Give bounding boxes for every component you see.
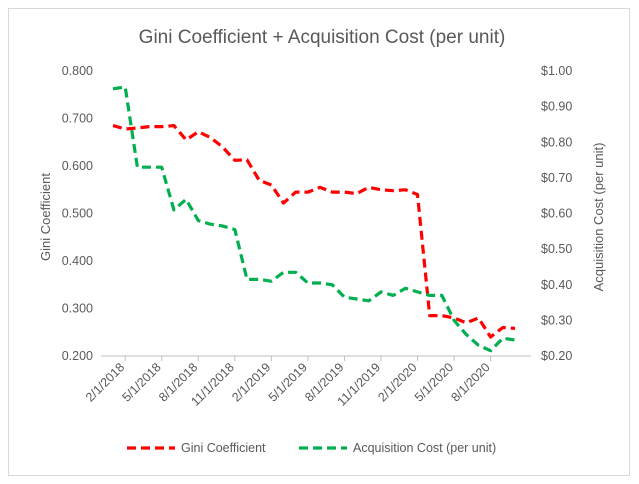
x-tick-label: 5/1/2020	[412, 360, 456, 404]
left-axis-title: Gini Coefficient	[38, 173, 53, 261]
chart-title: Gini Coefficient + Acquisition Cost (per…	[139, 27, 506, 48]
gini-coefficient-line	[112, 123, 516, 339]
right-y-tick-label: $1.00	[541, 64, 572, 78]
legend-label: Gini Coefficient	[181, 441, 266, 455]
chart-svg: Gini Coefficient + Acquisition Cost (per…	[38, 27, 606, 455]
right-y-tick-label: $0.40	[541, 278, 572, 292]
left-y-tick-label: 0.800	[62, 64, 93, 78]
x-tick-label: 5/1/2019	[266, 360, 310, 404]
left-y-tick-label: 0.300	[62, 302, 93, 316]
right-y-tick-label: $0.80	[541, 135, 572, 149]
chart-frame: Gini Coefficient + Acquisition Cost (per…	[8, 8, 630, 476]
right-axis-title: Acquisition Cost (per unit)	[591, 143, 606, 292]
left-y-tick-label: 0.700	[62, 112, 93, 126]
left-y-tick-label: 0.500	[62, 207, 93, 221]
right-y-tick-label: $0.50	[541, 242, 572, 256]
right-y-tick-label: $0.30	[541, 313, 572, 327]
right-y-tick-label: $0.60	[541, 207, 572, 221]
right-y-tick-label: $0.20	[541, 349, 572, 363]
left-y-tick-label: 0.200	[62, 349, 93, 363]
right-y-tick-label: $0.70	[541, 171, 572, 185]
left-y-tick-label: 0.600	[62, 159, 93, 173]
legend-label: Acquisition Cost (per unit)	[353, 441, 496, 455]
right-y-tick-label: $0.90	[541, 100, 572, 114]
x-tick-label: 2/1/2020	[375, 360, 419, 404]
x-tick-label: 8/1/2020	[448, 360, 492, 404]
left-y-tick-label: 0.400	[62, 254, 93, 268]
acquisition-cost-line	[112, 85, 516, 353]
x-tick-label: 5/1/2018	[120, 360, 164, 404]
legend: Gini Coefficient Acquisition Cost (per un…	[127, 441, 496, 455]
x-tick-label: 2/1/2018	[83, 360, 127, 404]
x-tick-label: 2/1/2019	[229, 360, 273, 404]
